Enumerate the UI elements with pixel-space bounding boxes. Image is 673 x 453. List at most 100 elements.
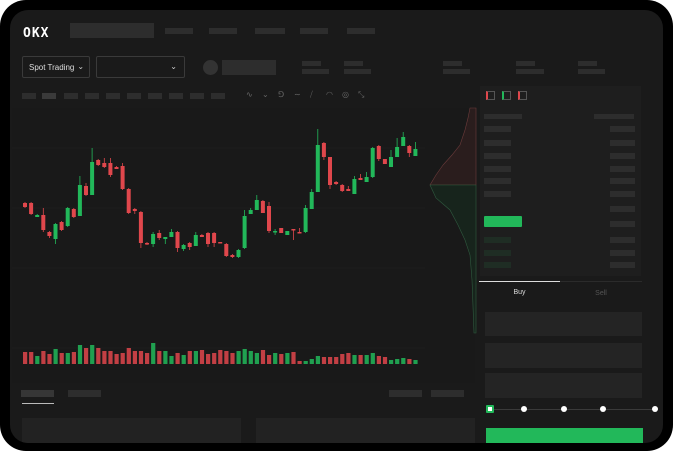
chevron-down-icon: ⌄ xyxy=(170,62,177,71)
price-input[interactable] xyxy=(485,312,642,336)
volume-bar xyxy=(303,361,308,364)
candle-body xyxy=(340,185,345,191)
stat-label xyxy=(443,61,462,66)
timeframe-tab[interactable] xyxy=(211,93,225,99)
line-tool-icon[interactable]: ∿ xyxy=(246,90,253,99)
volume-bar xyxy=(328,357,333,364)
camera-icon[interactable]: ◠ xyxy=(326,90,333,99)
depth-bids-area xyxy=(429,184,477,334)
timeframe-tab[interactable] xyxy=(85,93,99,99)
candle-body xyxy=(267,206,271,231)
volume-bar xyxy=(41,351,46,364)
candle-body xyxy=(273,231,278,233)
volume-bar xyxy=(242,349,247,364)
total-input[interactable] xyxy=(485,373,642,398)
bottom-panel-right xyxy=(256,418,475,443)
pair-dropdown[interactable]: ⌄ xyxy=(96,56,185,78)
percent-slider-track[interactable] xyxy=(490,409,656,410)
spot-trading-dropdown[interactable]: Spot Trading ⌄ xyxy=(22,56,90,78)
timeframe-tab[interactable] xyxy=(148,93,162,99)
volume-bar xyxy=(47,354,52,364)
timeframe-tab[interactable] xyxy=(169,93,183,99)
slider-step[interactable] xyxy=(652,406,658,412)
header-amount xyxy=(594,114,634,119)
nav-item[interactable] xyxy=(165,28,193,34)
slider-step[interactable] xyxy=(561,406,567,412)
volume-bar xyxy=(120,353,125,364)
slider-handle[interactable] xyxy=(486,405,494,413)
candle-body xyxy=(169,232,174,237)
timeframe-tab[interactable] xyxy=(22,93,36,99)
curve-tool-icon[interactable]: ∼ xyxy=(294,90,301,99)
book-asks-icon[interactable] xyxy=(518,91,527,100)
ruler-icon[interactable]: ⧸ xyxy=(310,90,313,99)
ray-tool-icon[interactable]: ⌄ xyxy=(262,90,269,99)
volume-bar xyxy=(407,359,412,364)
ask-amount xyxy=(610,126,635,132)
nav-item[interactable] xyxy=(255,28,285,34)
fib-tool-icon[interactable]: ⅁ xyxy=(278,90,285,99)
candle-body xyxy=(23,203,27,207)
volume-bar xyxy=(114,354,119,364)
bid-price xyxy=(484,262,511,268)
timeframe-tab[interactable] xyxy=(190,93,204,99)
fullscreen-icon[interactable]: ⤡ xyxy=(358,90,365,99)
timeframe-tab[interactable] xyxy=(42,93,56,99)
book-bids-icon[interactable] xyxy=(502,91,511,100)
volume-bar xyxy=(364,355,369,364)
slider-step[interactable] xyxy=(521,406,527,412)
price-display xyxy=(222,60,276,75)
amount-input[interactable] xyxy=(485,343,642,368)
tab-buy[interactable]: Buy xyxy=(513,289,526,296)
buy-submit-button[interactable] xyxy=(486,428,643,443)
volume-bar xyxy=(267,355,272,364)
tab-open-orders[interactable] xyxy=(21,390,54,397)
ask-amount xyxy=(610,178,635,184)
settings-icon[interactable]: ◎ xyxy=(342,90,349,99)
volume-bar xyxy=(126,348,131,364)
stat-label xyxy=(516,61,535,66)
volume-bar xyxy=(199,350,205,364)
bid-amount xyxy=(610,250,635,256)
volume-bar xyxy=(23,352,28,364)
tab-sell[interactable]: Sell xyxy=(595,290,607,297)
slider-step[interactable] xyxy=(600,406,606,412)
depth-asks-area xyxy=(429,107,477,186)
timeframe-tab[interactable] xyxy=(127,93,141,99)
candle-body xyxy=(395,147,400,157)
candle-body xyxy=(285,231,290,235)
timeframe-tab[interactable] xyxy=(64,93,78,99)
book-both-icon[interactable] xyxy=(486,91,495,100)
header-price xyxy=(484,114,522,119)
stat-value xyxy=(443,69,470,74)
candlestick-chart[interactable] xyxy=(10,10,663,443)
volume-bar xyxy=(376,356,381,364)
nav-item[interactable] xyxy=(209,28,237,34)
bottom-action[interactable] xyxy=(431,390,464,397)
nav-item[interactable] xyxy=(300,28,328,34)
volume-bar xyxy=(254,353,259,364)
candle-body xyxy=(376,146,381,159)
candle-body xyxy=(352,179,357,194)
candle-body xyxy=(163,237,168,239)
candle-body xyxy=(291,229,296,231)
tab-order-history[interactable] xyxy=(68,390,101,397)
candle-body xyxy=(242,216,247,248)
ask-amount xyxy=(610,191,635,197)
volume-bar xyxy=(218,350,223,364)
search-bar[interactable] xyxy=(70,23,154,38)
candle-body xyxy=(53,224,58,239)
candle-body xyxy=(328,157,332,185)
volume-bar xyxy=(132,351,137,364)
candle-body xyxy=(407,146,412,153)
active-tab-indicator xyxy=(22,403,54,404)
candle-body xyxy=(212,233,217,243)
bottom-action[interactable] xyxy=(389,390,422,397)
okx-logo[interactable]: OKX xyxy=(23,26,50,41)
candle-body xyxy=(175,232,180,248)
timeframe-tab[interactable] xyxy=(106,93,120,99)
volume-bar xyxy=(346,353,351,364)
nav-item[interactable] xyxy=(347,28,375,34)
volume-bar xyxy=(84,348,89,364)
ask-amount xyxy=(610,206,635,212)
